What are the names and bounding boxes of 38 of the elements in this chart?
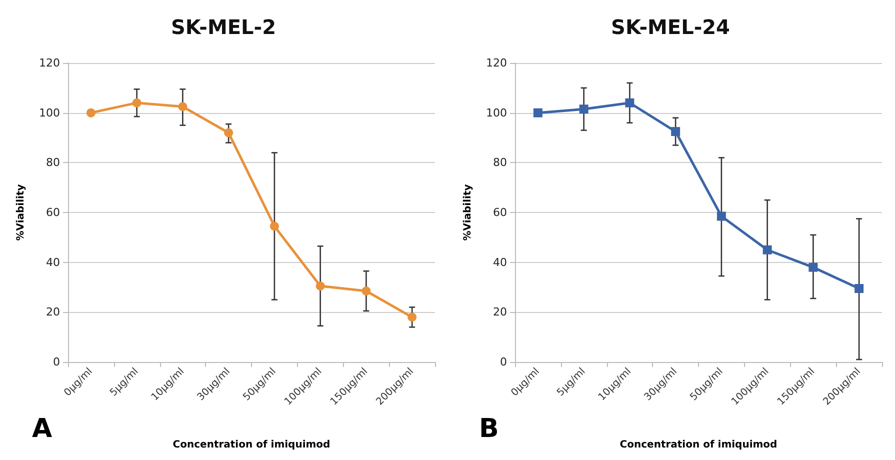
y-tick-label: 60 (46, 206, 60, 219)
y-tick-label: 40 (493, 256, 507, 269)
point (671, 127, 680, 136)
point (178, 102, 188, 112)
point (625, 98, 634, 108)
x-axis-title: Concentration of imiquimod (172, 440, 330, 450)
y-axis-title: %Viability (16, 184, 26, 241)
y-axis-title: %Viability (462, 184, 474, 241)
y-tick-label: 80 (46, 156, 60, 170)
chart-title: SK-MEL-24 (611, 15, 730, 39)
y-tick-label: 120 (486, 56, 507, 70)
point (224, 128, 234, 138)
point (579, 104, 588, 114)
y-tick-label: 60 (493, 206, 507, 219)
point (132, 98, 142, 108)
y-tick-label: 80 (493, 156, 507, 170)
y-tick-label: 0 (500, 356, 507, 368)
point (270, 222, 279, 231)
point (854, 284, 864, 293)
point (716, 212, 726, 221)
y-tick-label: 0 (53, 356, 60, 368)
point (316, 282, 325, 290)
text: A (32, 414, 52, 444)
y-tick-label: 100 (486, 106, 507, 120)
y-tick-label: 40 (46, 256, 60, 269)
point (362, 286, 371, 296)
point (408, 312, 417, 322)
point (762, 245, 772, 254)
y-tick-label: 20 (46, 306, 60, 319)
point (533, 108, 542, 118)
text: B (479, 414, 499, 444)
y-tick-label: 100 (39, 106, 60, 120)
chart-title: SK-MEL-2 (171, 15, 276, 39)
y-tick-label: 20 (493, 306, 507, 319)
point (808, 262, 818, 272)
point (86, 108, 96, 118)
x-axis-title: Concentration of imiquimod (620, 440, 778, 450)
y-tick-label: 120 (39, 56, 60, 70)
